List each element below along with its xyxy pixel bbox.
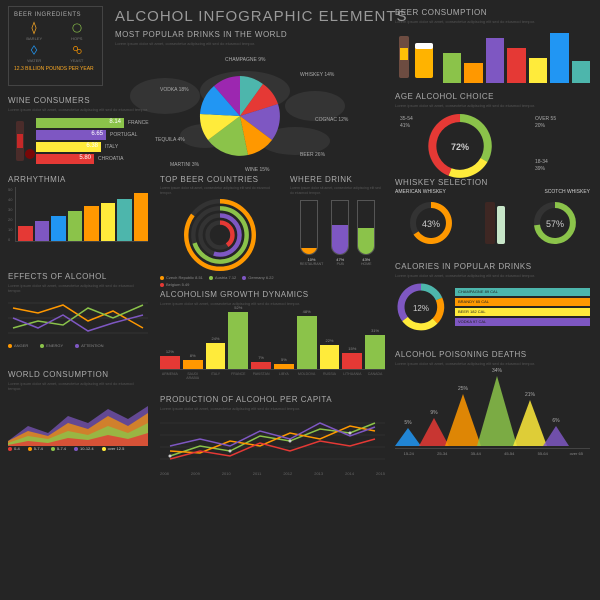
- whiskey: WHISKEY SELECTION AMERICAN WHISKEYSCOTCH…: [395, 178, 590, 248]
- svg-text:COGNAC 12%: COGNAC 12%: [315, 117, 349, 123]
- production: PRODUCTION OF ALCOHOL PER CAPITA Lorem i…: [160, 395, 385, 476]
- beer-consumption: BEER CONSUMPTION Lorem ipsum dolor sit a…: [395, 8, 590, 83]
- svg-text:57%: 57%: [545, 219, 563, 229]
- top-beer: TOP BEER COUNTRIES Lorem ipsum dolor sit…: [160, 175, 280, 287]
- svg-text:20%: 20%: [535, 123, 546, 129]
- svg-text:43%: 43%: [421, 219, 439, 229]
- growth: ALCOHOLISM GROWTH DYNAMICS Lorem ipsum d…: [160, 290, 385, 380]
- effects: EFFECTS OF ALCOHOL Lorem ipsum dolor sit…: [8, 272, 148, 348]
- svg-text:VODKA 18%: VODKA 18%: [160, 87, 189, 93]
- where-drink: WHERE DRINK Lorem ipsum dolor sit amet, …: [290, 175, 385, 266]
- svg-text:WINE 15%: WINE 15%: [245, 167, 270, 173]
- ingredients-grid: BARLEY HOPS WATER YEAST: [14, 21, 97, 63]
- arrhythmia: ARRHYTHMIA 50403020100: [8, 175, 148, 242]
- svg-text:18-34: 18-34: [535, 159, 548, 165]
- svg-text:39%: 39%: [535, 166, 546, 172]
- poisoning: ALCOHOL POISONING DEATHS Lorem ipsum dol…: [395, 350, 590, 456]
- ingredients-section: BEER INGREDIENTS BARLEY HOPS WATER YEAST…: [8, 6, 103, 86]
- svg-text:TEQUILA 4%: TEQUILA 4%: [155, 137, 185, 143]
- svg-text:MARTINI 3%: MARTINI 3%: [170, 162, 200, 168]
- svg-text:CHAMPAGNE 9%: CHAMPAGNE 9%: [225, 57, 266, 63]
- svg-text:WHISKEY 14%: WHISKEY 14%: [300, 72, 335, 78]
- svg-text:BEER 26%: BEER 26%: [300, 152, 326, 158]
- ingredients-title: BEER INGREDIENTS: [14, 12, 97, 18]
- popular-drinks: MOST POPULAR DRINKS IN THE WORLD Lorem i…: [115, 30, 365, 176]
- age-choice: AGE ALCOHOL CHOICE Lorem ipsum dolor sit…: [395, 92, 590, 178]
- calories: CALORIES IN POPULAR DRINKS Lorem ipsum d…: [395, 262, 590, 333]
- svg-text:35-54: 35-54: [400, 116, 413, 122]
- svg-text:72%: 72%: [451, 142, 469, 152]
- svg-text:41%: 41%: [400, 123, 411, 129]
- svg-text:OVER 55: OVER 55: [535, 116, 556, 122]
- svg-text:12%: 12%: [413, 304, 429, 313]
- world-consumption: WORLD CONSUMPTION Lorem ipsum dolor sit …: [8, 370, 148, 451]
- main-title: ALCOHOL INFOGRAPHIC ELEMENTS: [115, 8, 408, 25]
- wine-bottle-icon: [8, 116, 36, 166]
- beer-icon: [395, 28, 437, 83]
